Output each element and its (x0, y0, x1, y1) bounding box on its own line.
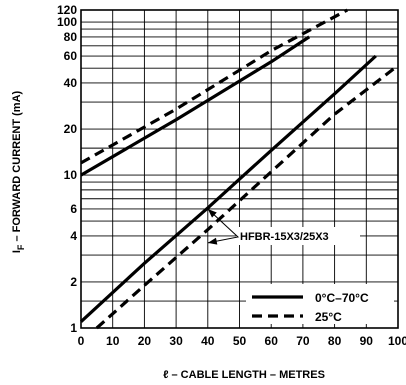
y-axis-title-rest: – FORWARD CURRENT (mA) (11, 90, 23, 244)
y-tick-label: 40 (64, 76, 78, 90)
x-tick-label: 50 (233, 334, 247, 348)
x-tick-label: 40 (201, 334, 215, 348)
x-tick-label: 100 (388, 334, 406, 348)
series-line-25c (95, 64, 399, 330)
y-tick-label: 10 (64, 168, 78, 182)
y-tick-label: 60 (64, 49, 78, 63)
x-tick-label: 70 (296, 334, 310, 348)
x-tick-label: 80 (328, 334, 342, 348)
grid (80, 9, 399, 329)
y-tick-label: 80 (64, 30, 78, 44)
y-axis-title-subscript: F (16, 244, 26, 250)
legend-label-solid: 0°C–70°C (315, 291, 369, 305)
x-tick-label: 10 (106, 334, 120, 348)
x-tick-label: 30 (169, 334, 183, 348)
y-axis-title: IF – FORWARD CURRENT (mA) (11, 90, 26, 253)
y-tick-label: 2 (70, 275, 77, 289)
y-tick-label: 120 (57, 3, 77, 17)
series-line-25c (80, 8, 349, 165)
legend-label-dashed: 25°C (315, 310, 342, 324)
x-tick-label: 20 (138, 334, 152, 348)
plot-frame (80, 9, 399, 329)
y-tick-label: 20 (64, 122, 78, 136)
y-tick-label: 1 (70, 321, 77, 335)
curves (79, 8, 399, 330)
y-tick-label: 100 (57, 15, 77, 29)
x-tick-label: 0 (78, 334, 85, 348)
annotation: HFBR-15X3/25X3 (207, 208, 360, 245)
legend: 0°C–70°C 25°C (246, 284, 394, 324)
annotation-arrow-lower (207, 237, 218, 245)
series-line-0-70c (79, 54, 377, 323)
x-axis-title: ℓ – CABLE LENGTH – METRES (163, 369, 325, 381)
annotation-arrow-upper (207, 208, 217, 218)
x-tick-label: 60 (265, 334, 279, 348)
y-tick-label: 6 (70, 202, 77, 216)
x-tick-labels: 0 10 20 30 40 50 60 70 80 90 100 (78, 334, 406, 348)
y-axis-title-main: I (11, 250, 23, 253)
annotation-leader (207, 208, 240, 244)
x-tick-label: 90 (360, 334, 374, 348)
y-tick-label: 4 (70, 229, 77, 243)
annotation-label: HFBR-15X3/25X3 (240, 231, 329, 243)
series-line-0-70c (80, 35, 311, 177)
